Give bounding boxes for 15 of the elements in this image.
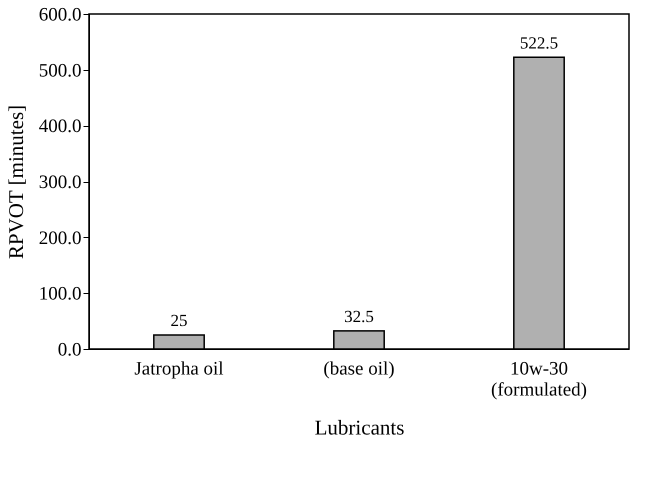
x-axis-title: Lubricants — [314, 416, 404, 440]
y-tick-label: 500.0 — [38, 60, 82, 82]
y-tick-label: 300.0 — [38, 172, 82, 193]
y-tick-label: 200.0 — [38, 228, 82, 249]
data-label: 25 — [170, 311, 188, 330]
data-label: 32.5 — [344, 306, 374, 326]
y-tick-label: 100.0 — [38, 284, 82, 305]
x-tick-label: (base oil) — [323, 358, 395, 380]
y-tick-label: 0.0 — [58, 340, 82, 360]
data-label: 522.5 — [520, 33, 558, 52]
x-tick-label: Jatropha oil — [134, 358, 224, 380]
y-tick-label: 400.0 — [38, 116, 82, 138]
y-tick-label: 600.0 — [38, 4, 82, 26]
y-axis-title: RPVOT [minutes] — [4, 104, 28, 260]
x-tick-label: 10w-30 (formulated) — [490, 358, 588, 400]
